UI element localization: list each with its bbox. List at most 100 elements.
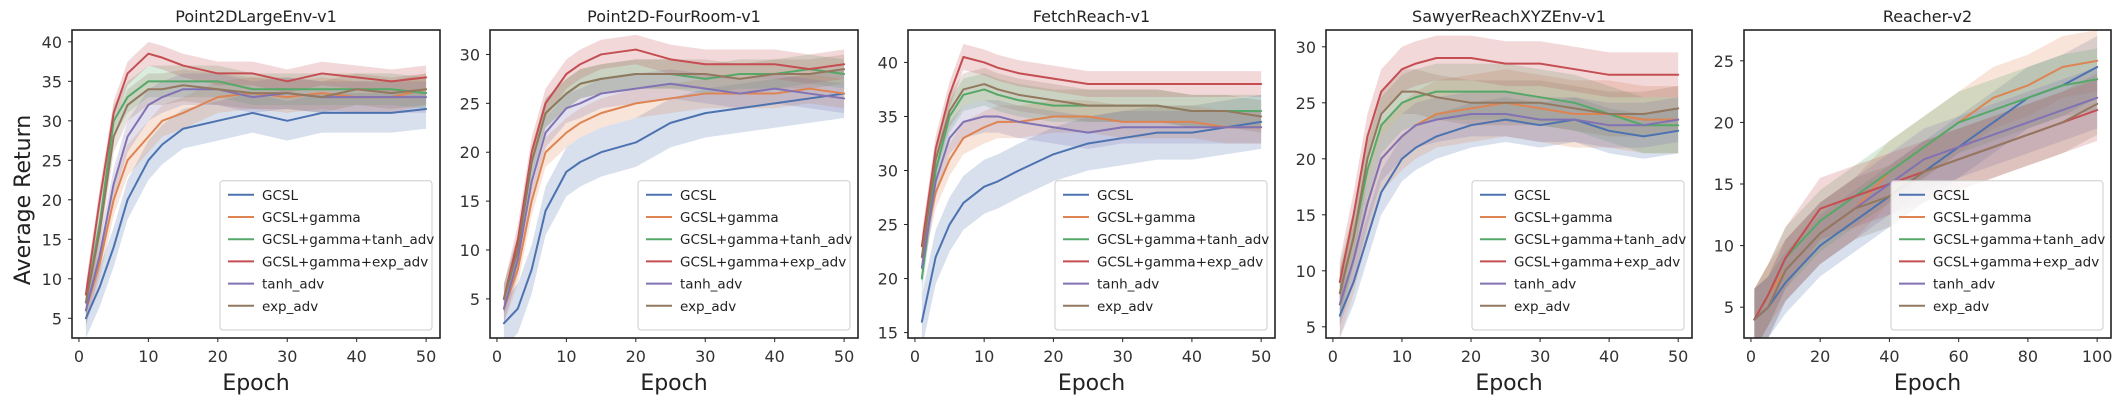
y-tick-label: 30: [460, 45, 480, 64]
y-tick-label: 25: [1714, 52, 1734, 71]
legend-box: [219, 180, 433, 331]
legend-label-gcsl-gamma: GCSL+gamma: [1933, 210, 2032, 226]
x-tick-label: 0: [910, 347, 920, 366]
y-tick-label: 20: [1714, 113, 1734, 132]
plot-area: [1338, 35, 1680, 338]
line-gcsl: [502, 92, 846, 325]
line-gcsl-gamma-exp-adv: [1338, 57, 1680, 283]
legend-label-exp-adv: exp_adv: [680, 299, 736, 315]
legend-label-gcsl-gamma-tanh-adv: GCSL+gamma+tanh_adv: [1514, 232, 1686, 248]
line-gcsl-gamma-exp-adv: [920, 56, 1263, 248]
legend-label-gcsl: GCSL: [262, 188, 298, 204]
legend: GCSL GCSL+gamma GCSL+gamma+tanh_adv GCSL+ga…: [637, 180, 852, 331]
band-gcsl: [85, 89, 427, 338]
x-tick-label: 20: [1461, 347, 1481, 366]
x-axis-label: Epoch: [222, 371, 289, 396]
x-axis-label: Epoch: [640, 371, 707, 396]
band-exp-adv: [503, 54, 845, 314]
legend: GCSL GCSL+gamma GCSL+gamma+tanh_adv GCSL+ga…: [1471, 180, 1686, 331]
x-tick-label: 10: [1392, 347, 1412, 366]
y-tick-label: 5: [1306, 318, 1316, 337]
y-tick-label: 10: [460, 241, 480, 260]
legend-label-exp-adv: exp_adv: [1514, 299, 1570, 315]
legend-label-gcsl-gamma: GCSL+gamma: [680, 210, 779, 226]
band-gcsl-gamma-exp-adv: [503, 34, 845, 314]
legend-label-tanh-adv: tanh_adv: [1514, 277, 1576, 293]
y-tick-label: 5: [1724, 298, 1734, 317]
band-exp-adv: [85, 69, 427, 319]
legend-box: [1054, 180, 1268, 331]
line-tanh-adv: [502, 82, 846, 310]
chart-title: SawyerReachXYZEnv-v1: [1412, 7, 1606, 26]
chart-panel-3: FetchReach-v1 0 10 20 30 40 50 15 20 25 30 35 40 Epoc…: [878, 7, 1276, 396]
line-gcsl: [84, 107, 428, 320]
y-tick-label: 15: [460, 192, 480, 211]
plot-area: [502, 34, 846, 338]
legend-label-gcsl-gamma-exp-adv: GCSL+gamma+exp_adv: [262, 254, 428, 270]
line-gcsl-gamma: [502, 87, 846, 310]
x-tick-label: 20: [626, 347, 646, 366]
x-tick-label: 20: [1810, 347, 1830, 366]
legend: GCSL GCSL+gamma GCSL+gamma+tanh_adv GCSL+ga…: [1890, 180, 2105, 331]
y-tick-label: 20: [878, 270, 898, 289]
y-tick-label: 30: [878, 161, 898, 180]
legend-label-exp-adv: exp_adv: [1097, 299, 1153, 315]
x-tick-label: 50: [834, 347, 854, 366]
legend-label-gcsl: GCSL: [1933, 188, 1969, 204]
legend-label-gcsl-gamma-exp-adv: GCSL+gamma+exp_adv: [1933, 254, 2099, 270]
chart-title: Point2DLargeEnv-v1: [175, 7, 337, 26]
line-tanh-adv: [1338, 113, 1680, 306]
legend-label-tanh-adv: tanh_adv: [680, 277, 742, 293]
x-tick-label: 10: [974, 347, 994, 366]
x-tick-label: 50: [416, 347, 436, 366]
y-tick-label: 35: [42, 72, 62, 91]
legend-label-gcsl-gamma-tanh-adv: GCSL+gamma+tanh_adv: [680, 232, 852, 248]
legend-label-gcsl-gamma: GCSL+gamma: [1514, 210, 1613, 226]
x-axis-label: Epoch: [1058, 371, 1125, 396]
legend-box: [637, 180, 851, 331]
legend-label-gcsl-gamma-exp-adv: GCSL+gamma+exp_adv: [1514, 254, 1680, 270]
band-gcsl-gamma-exp-adv: [1754, 79, 2098, 338]
band-gcsl-gamma: [85, 73, 427, 327]
legend: GCSL GCSL+gamma GCSL+gamma+tanh_adv GCSL+ga…: [1054, 180, 1269, 331]
band-gcsl-gamma: [1339, 69, 1679, 338]
chart-panel-4: SawyerReachXYZEnv-v1 0 10 20 30 40 50 5 10 15 20 25…: [1296, 7, 1693, 396]
x-tick-label: 0: [492, 347, 502, 366]
x-tick-label: 50: [1251, 347, 1271, 366]
y-tick-label: 10: [1296, 262, 1316, 281]
line-gcsl: [1338, 118, 1680, 317]
legend: GCSL GCSL+gamma GCSL+gamma+tanh_adv GCSL+ga…: [219, 180, 434, 331]
panels: Point2DLargeEnv-v10 10 20 30 40 5051015202530…: [42, 7, 2113, 396]
y-tick-label: 30: [1296, 38, 1316, 57]
y-tick-label: 15: [42, 230, 62, 249]
y-tick-label: 25: [460, 94, 480, 113]
plot-area: [84, 41, 428, 338]
band-gcsl-gamma-exp-adv: [921, 44, 1262, 260]
y-tick-label: 40: [878, 53, 898, 72]
y-tick-label: 25: [878, 216, 898, 235]
band-gcsl-gamma-exp-adv: [1339, 35, 1679, 305]
line-exp-adv: [84, 84, 428, 304]
line-gcsl-gamma-tanh-adv: [84, 80, 428, 304]
legend-label-gcsl: GCSL: [1097, 188, 1133, 204]
y-tick-label: 10: [1714, 237, 1734, 256]
band-tanh-adv: [921, 100, 1262, 284]
y-tick-label: 10: [42, 270, 62, 289]
y-tick-label: 20: [460, 143, 480, 162]
x-tick-label: 80: [2018, 347, 2038, 366]
legend-label-gcsl-gamma-tanh-adv: GCSL+gamma+tanh_adv: [262, 232, 434, 248]
legend-label-tanh-adv: tanh_adv: [262, 277, 324, 293]
band-exp-adv: [1339, 69, 1679, 316]
x-tick-label: 40: [1599, 347, 1619, 366]
legend-label-gcsl-gamma: GCSL+gamma: [262, 210, 361, 226]
band-gcsl-gamma-tanh-adv: [85, 65, 427, 319]
y-tick-label: 20: [42, 191, 62, 210]
plot-frame: [1325, 29, 1693, 339]
x-tick-label: 20: [208, 347, 228, 366]
band-gcsl-gamma: [921, 100, 1262, 274]
band-tanh-adv: [85, 73, 427, 327]
plot-frame: [71, 29, 441, 339]
x-tick-label: 40: [764, 347, 784, 366]
plot-frame: [907, 29, 1276, 339]
y-tick-label: 5: [470, 290, 480, 309]
